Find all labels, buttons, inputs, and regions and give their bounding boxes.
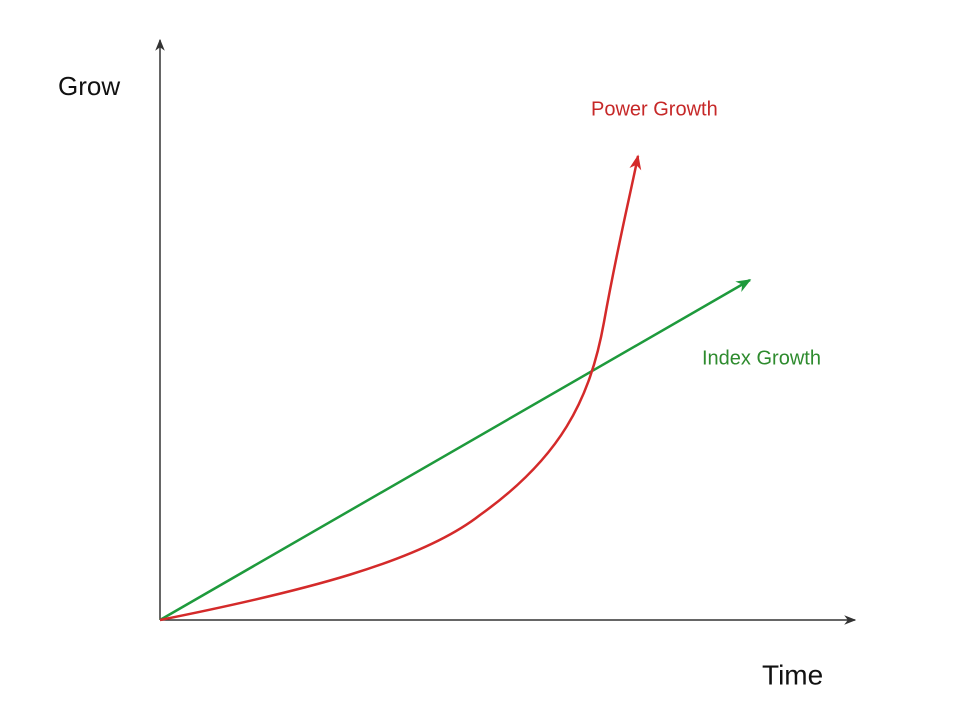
index-growth-line	[159, 278, 752, 622]
x-axis-label: Time	[762, 659, 823, 690]
index-growth-label: Index Growth	[702, 347, 821, 369]
y-axis-label: Grow	[58, 71, 120, 101]
power-growth-label: Power Growth	[591, 98, 718, 120]
power-growth-curve	[159, 154, 642, 622]
